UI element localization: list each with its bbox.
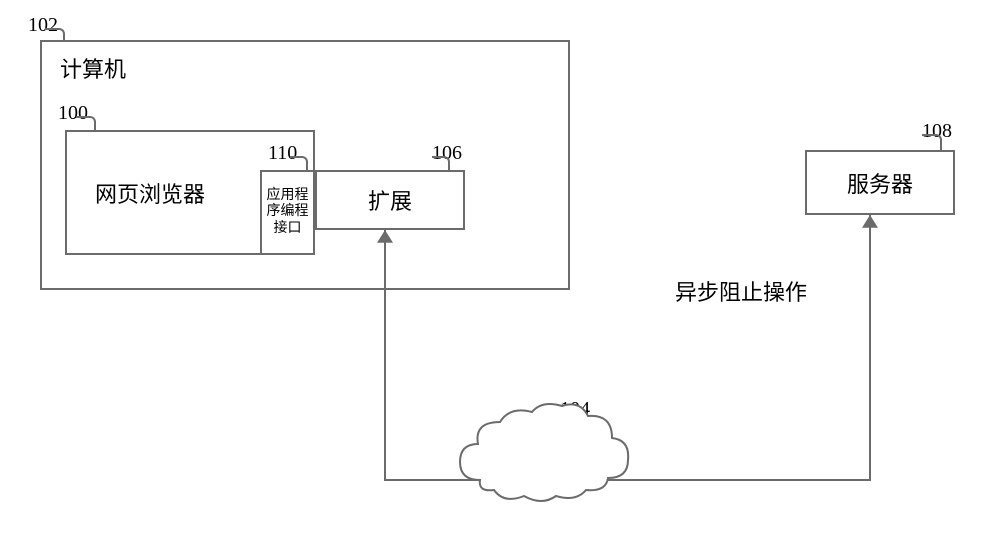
box-server: 服务器 xyxy=(805,150,955,215)
box-extension: 扩展 xyxy=(315,170,465,230)
label-extension: 扩展 xyxy=(368,184,412,216)
diagram-stage: 计算机 网页浏览器 应用程序编程接口 扩展 服务器 102 100 110 10… xyxy=(0,0,1000,550)
leader-110 xyxy=(290,156,308,172)
label-async-block: 异步阻止操作 xyxy=(675,275,807,307)
label-api: 应用程序编程接口 xyxy=(267,188,309,236)
leader-100 xyxy=(76,116,96,132)
arrowhead-server xyxy=(862,215,878,228)
label-server: 服务器 xyxy=(847,167,913,199)
box-api: 应用程序编程接口 xyxy=(260,170,315,255)
cloud-icon xyxy=(460,404,628,501)
leader-106 xyxy=(432,156,450,172)
leader-108 xyxy=(922,134,942,152)
label-computer: 计算机 xyxy=(60,52,126,84)
label-browser: 网页浏览器 xyxy=(95,177,205,209)
leader-104 xyxy=(558,412,578,434)
leader-102 xyxy=(45,28,65,42)
